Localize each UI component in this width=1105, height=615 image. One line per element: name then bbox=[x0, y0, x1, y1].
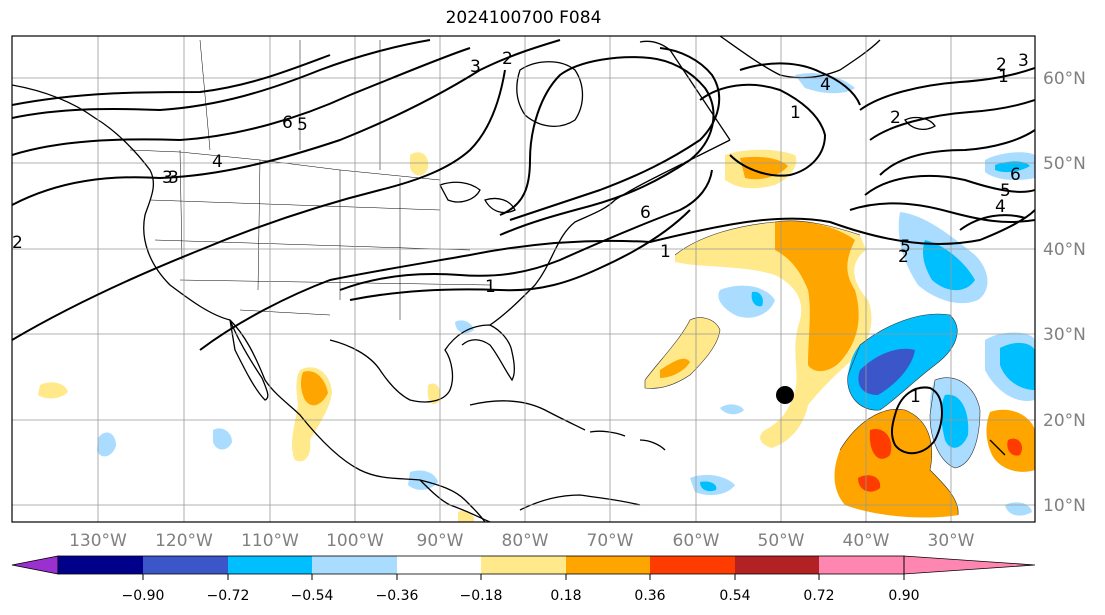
contour-lines bbox=[12, 39, 1035, 455]
map-title: 2024100700 F084 bbox=[445, 8, 602, 28]
contour-label: 2 bbox=[502, 49, 513, 69]
colorbar-tick-label: −0.90 bbox=[122, 588, 165, 604]
colorbar-ticks bbox=[142, 574, 905, 580]
lon-label: 50°W bbox=[758, 531, 805, 551]
lat-label: 20°N bbox=[1043, 411, 1086, 431]
contour-label: 1 bbox=[910, 387, 921, 407]
lat-label: 50°N bbox=[1043, 154, 1086, 174]
lon-label: 30°W bbox=[928, 531, 975, 551]
contour-label: 5 bbox=[297, 115, 308, 135]
longitude-labels: 130°W 120°W 110°W 100°W 90°W 80°W 70°W 6… bbox=[69, 531, 975, 551]
colorbar-segment bbox=[650, 556, 735, 574]
lon-label: 110°W bbox=[241, 531, 299, 551]
contour-label-group: 6 5 4 3 2 3 2 1 2 1 1 2 3 4 5 6 2 6 1 3 … bbox=[12, 49, 1029, 407]
contour-label: 3 bbox=[168, 168, 179, 188]
contour-label: 4 bbox=[995, 197, 1006, 217]
lon-label: 130°W bbox=[69, 531, 127, 551]
contour-label: 1 bbox=[790, 103, 801, 123]
lat-label: 60°N bbox=[1043, 69, 1086, 89]
contour-label: 1 bbox=[485, 277, 496, 297]
lon-label: 40°W bbox=[843, 531, 890, 551]
colorbar-tick-label: −0.18 bbox=[460, 588, 503, 604]
lat-label: 30°N bbox=[1043, 325, 1086, 345]
latitude-labels: 60°N 50°N 40°N 30°N 20°N 10°N bbox=[1043, 69, 1086, 516]
colorbar: −0.90 −0.72 −0.54 −0.36 −0.18 0.18 0.36 … bbox=[11, 555, 1036, 604]
map-frame bbox=[11, 35, 1036, 523]
lon-label: 120°W bbox=[155, 531, 213, 551]
storm-center-marker bbox=[776, 386, 794, 404]
contour-label: 3 bbox=[162, 168, 173, 188]
colorbar-tick-label: −0.54 bbox=[291, 588, 334, 604]
colorbar-tick-label: −0.36 bbox=[376, 588, 419, 604]
colorbar-segment bbox=[566, 556, 650, 574]
contour-label: 5 bbox=[1000, 181, 1011, 201]
contour-label: 1 bbox=[998, 67, 1009, 87]
colorbar-segment bbox=[228, 556, 312, 574]
contour-label: 3 bbox=[1018, 51, 1029, 71]
lon-label: 90°W bbox=[417, 531, 464, 551]
contour-label: 5 bbox=[900, 237, 911, 257]
colorbar-segment bbox=[312, 556, 397, 574]
gridlines bbox=[12, 36, 1035, 522]
colorbar-segment bbox=[397, 556, 481, 574]
lat-label: 10°N bbox=[1043, 496, 1086, 516]
coastlines bbox=[12, 36, 1006, 522]
contour-label: 6 bbox=[1010, 165, 1021, 185]
lon-label: 60°W bbox=[673, 531, 720, 551]
contour-label: 3 bbox=[470, 57, 481, 77]
colorbar-tick-label: −0.72 bbox=[207, 588, 250, 604]
colorbar-segment bbox=[481, 556, 566, 574]
contour-label: 6 bbox=[640, 203, 651, 223]
contour-label: 1 bbox=[660, 242, 671, 262]
lon-label: 100°W bbox=[326, 531, 384, 551]
colorbar-segment bbox=[143, 556, 228, 574]
contour-label: 4 bbox=[212, 152, 223, 172]
contour-label: 4 bbox=[820, 75, 831, 95]
colorbar-tick-label: 0.90 bbox=[888, 588, 919, 604]
contour-label: 2 bbox=[996, 55, 1007, 75]
political-boundaries bbox=[129, 39, 491, 320]
colorbar-extend-low bbox=[11, 555, 59, 575]
colorbar-extend-high bbox=[903, 555, 1036, 575]
colorbar-segment bbox=[58, 556, 143, 574]
colorbar-tick-label: 0.54 bbox=[719, 588, 750, 604]
contour-label: 2 bbox=[890, 108, 901, 128]
lat-label: 40°N bbox=[1043, 240, 1086, 260]
colorbar-tick-label: 0.72 bbox=[803, 588, 834, 604]
colorbar-segment bbox=[819, 556, 904, 574]
contour-label: 2 bbox=[898, 247, 909, 267]
colorbar-segment bbox=[735, 556, 819, 574]
lon-label: 80°W bbox=[502, 531, 549, 551]
lon-label: 70°W bbox=[587, 531, 634, 551]
contour-label: 2 bbox=[12, 233, 23, 253]
colorbar-tick-label: 0.18 bbox=[550, 588, 581, 604]
colorbar-tick-label: 0.36 bbox=[634, 588, 665, 604]
contour-label: 6 bbox=[282, 113, 293, 133]
anomaly-shading bbox=[38, 73, 1035, 522]
